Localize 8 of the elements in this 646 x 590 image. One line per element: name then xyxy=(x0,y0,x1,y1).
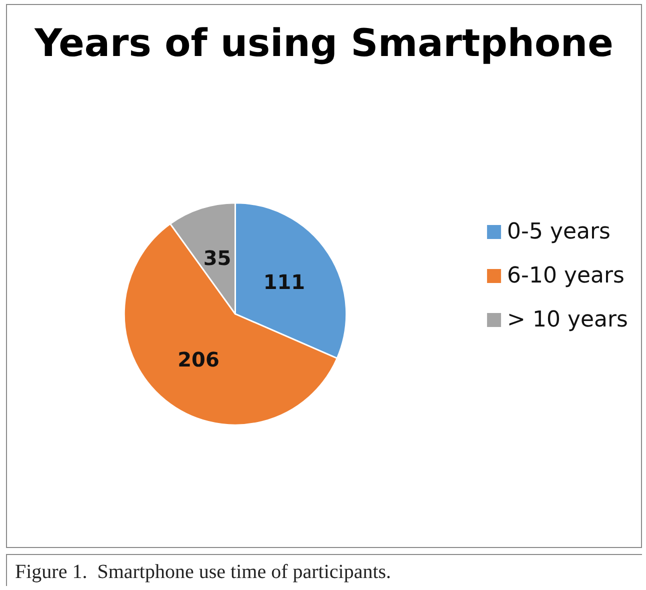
legend-label: 0-5 years xyxy=(507,220,611,244)
data-label: 35 xyxy=(203,246,232,270)
legend-label: > 10 years xyxy=(507,308,628,332)
legend-label: 6-10 years xyxy=(507,264,625,288)
data-label: 111 xyxy=(263,270,306,294)
data-label: 206 xyxy=(178,348,220,372)
chart-title: Years of using Smartphone xyxy=(34,21,614,65)
caption: Figure 1. Smartphone use time of participants. xyxy=(6,554,642,586)
